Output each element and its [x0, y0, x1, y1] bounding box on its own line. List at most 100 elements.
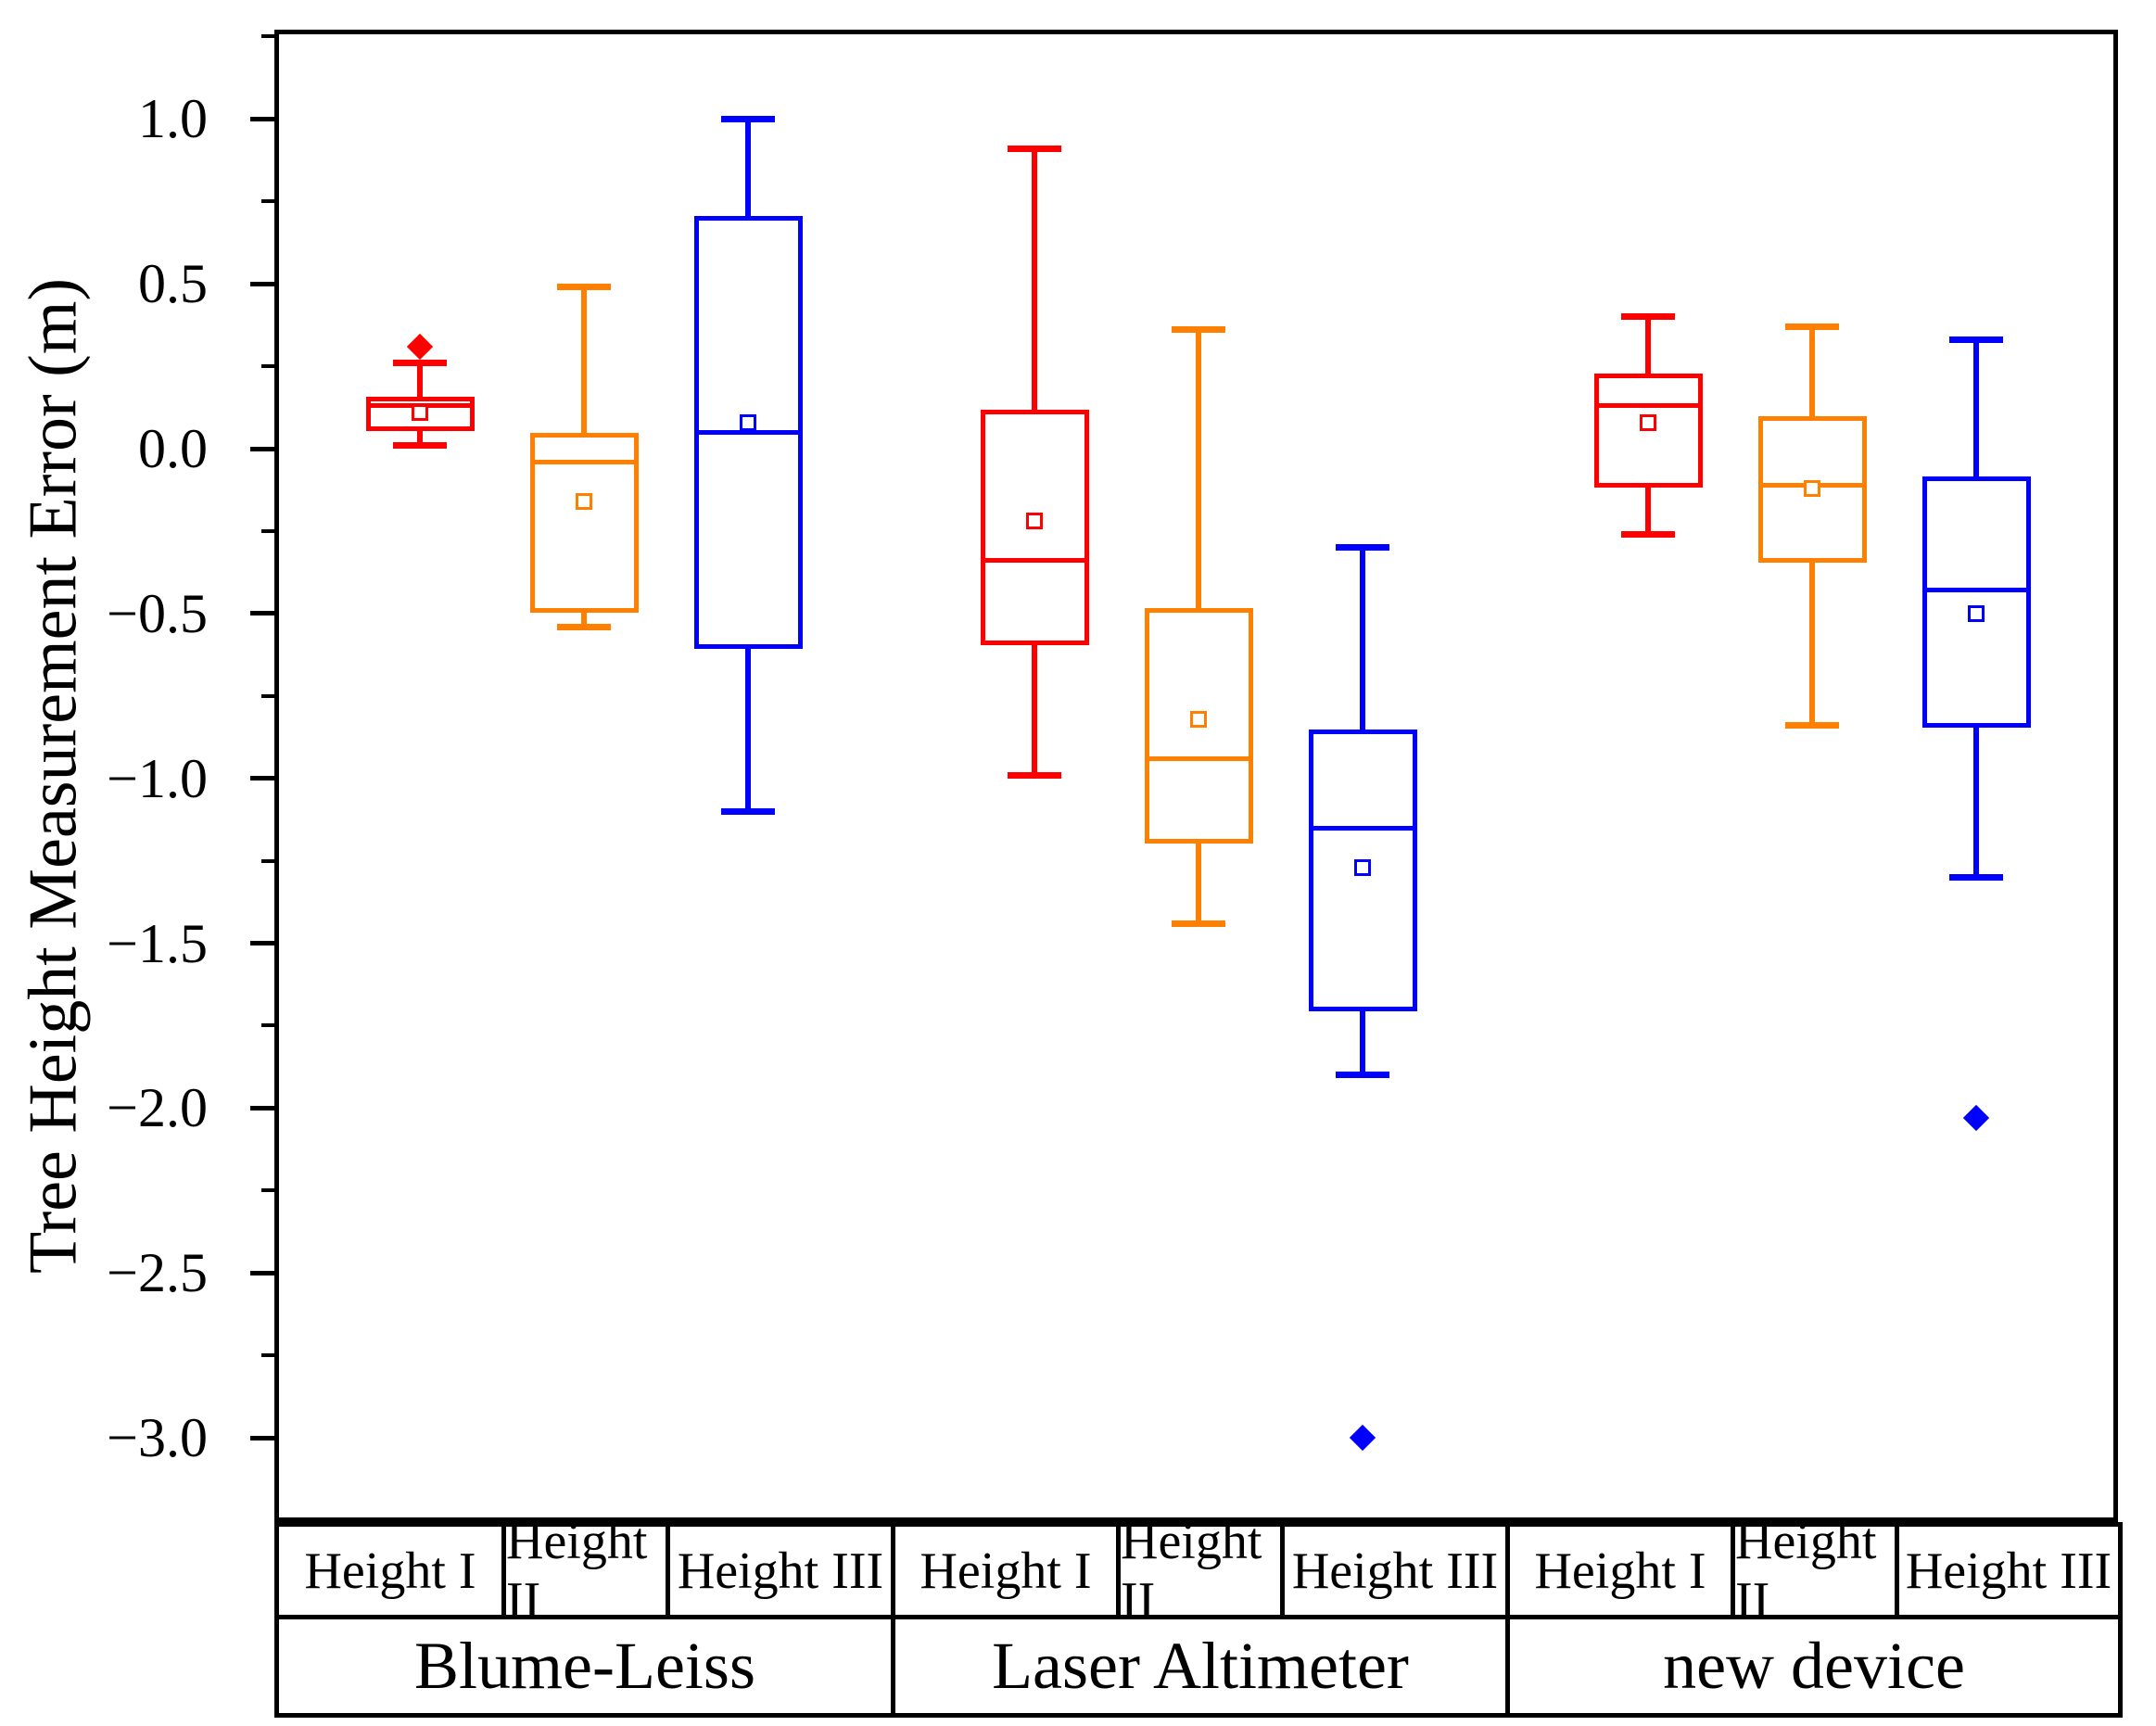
whisker-lower-cap	[1621, 530, 1675, 538]
whisker-upper-stem	[581, 286, 587, 436]
table-cell-height-label: Height I	[1505, 1522, 1735, 1619]
whisker-lower-stem	[1032, 642, 1037, 776]
median-line	[1926, 588, 2026, 593]
y-axis-major-tick	[250, 776, 274, 781]
box-iqr	[980, 410, 1089, 646]
y-axis-minor-tick	[261, 693, 274, 698]
mean-marker	[1804, 479, 1820, 497]
whisker-upper-cap	[557, 284, 611, 291]
whisker-lower-stem	[1973, 725, 1979, 878]
y-axis-tick-label: −2.0	[107, 1077, 208, 1139]
y-axis-minor-tick	[261, 528, 274, 533]
whisker-lower-stem	[417, 428, 423, 446]
whisker-upper-cap	[393, 360, 447, 367]
whisker-upper-stem	[1809, 326, 1815, 419]
y-axis-minor-tick	[261, 1353, 274, 1358]
y-axis-major-tick	[250, 1270, 274, 1275]
whisker-lower-stem	[1645, 485, 1651, 535]
y-axis-minor-tick	[261, 364, 274, 369]
whisker-lower-cap	[1008, 771, 1061, 779]
whisker-lower-stem	[1196, 841, 1201, 924]
box-iqr	[1593, 374, 1703, 488]
whisker-upper-cap	[1336, 544, 1389, 552]
y-axis-minor-tick	[261, 199, 274, 204]
y-axis-tick-label: 0.0	[138, 418, 208, 479]
whisker-upper-cap	[1172, 326, 1225, 334]
mean-marker	[1026, 513, 1043, 530]
y-axis-major-tick	[250, 611, 274, 616]
whisker-upper-cap	[1949, 336, 2003, 344]
whisker-upper-stem	[1032, 148, 1037, 412]
y-axis-major-tick	[250, 1105, 274, 1110]
table-cell-height-label: Height III	[1280, 1522, 1510, 1619]
whisker-lower-stem	[581, 610, 587, 628]
y-axis-tick-label: 0.5	[138, 253, 208, 315]
y-axis-major-tick	[250, 116, 274, 121]
mean-marker	[1968, 604, 1985, 622]
table-cell-height-label: Height III	[666, 1522, 895, 1619]
box-iqr	[365, 397, 475, 432]
y-axis-major-tick	[250, 281, 274, 286]
y-axis-tick-label: −2.5	[107, 1242, 208, 1304]
whisker-upper-cap	[1621, 313, 1675, 321]
y-axis-minor-tick	[261, 858, 274, 863]
box-iqr	[693, 215, 803, 649]
whisker-lower-cap	[393, 441, 447, 449]
outlier-diamond	[1962, 1104, 1990, 1132]
table-cell-group-label: Blume-Leiss	[274, 1615, 895, 1718]
median-line	[534, 459, 634, 464]
whisker-upper-stem	[1973, 339, 1979, 478]
median-line	[698, 429, 798, 435]
whisker-upper-stem	[1645, 316, 1651, 376]
whisker-lower-cap	[1172, 920, 1225, 927]
y-axis-tick-label: −1.5	[107, 912, 208, 974]
table-cell-group-label: new device	[1505, 1615, 2123, 1718]
table-cell-height-label: Height I	[274, 1522, 506, 1619]
outlier-diamond	[406, 333, 434, 360]
whisker-lower-stem	[745, 646, 751, 812]
median-line	[1598, 403, 1698, 409]
mean-marker	[576, 492, 592, 510]
y-axis-tick-label: 1.0	[138, 88, 208, 150]
whisker-lower-cap	[1785, 722, 1839, 730]
y-axis-major-tick	[250, 1435, 274, 1440]
whisker-lower-stem	[1809, 560, 1815, 726]
y-axis-tick-label: −3.0	[107, 1407, 208, 1469]
table-cell-height-label: Height I	[891, 1522, 1121, 1619]
whisker-lower-cap	[557, 623, 611, 630]
whisker-upper-stem	[1196, 329, 1201, 611]
mean-marker	[1640, 413, 1656, 431]
table-cell-group-label: Laser Altimeter	[891, 1615, 1510, 1718]
median-line	[1313, 825, 1413, 831]
whisker-upper-cap	[721, 115, 775, 122]
y-axis-minor-tick	[261, 1188, 274, 1193]
y-axis-tick-label: −0.5	[107, 582, 208, 644]
table-cell-height-label: Height II	[501, 1513, 670, 1630]
whisker-upper-cap	[1785, 323, 1839, 330]
table-cell-height-label: Height III	[1895, 1522, 2123, 1619]
whisker-upper-stem	[1360, 547, 1365, 732]
mean-marker	[740, 413, 756, 431]
table-cell-height-label: Height II	[1116, 1513, 1285, 1630]
y-axis-major-tick	[250, 446, 274, 451]
plot-area	[274, 30, 2118, 1522]
box-iqr	[1308, 730, 1417, 1012]
table-cell-height-label: Height II	[1731, 1513, 1899, 1630]
y-axis-minor-tick	[261, 1023, 274, 1028]
whisker-upper-stem	[745, 119, 751, 218]
whisker-lower-cap	[721, 807, 775, 815]
box-iqr	[529, 433, 639, 613]
box-iqr	[1757, 416, 1867, 564]
mean-marker	[1354, 858, 1371, 876]
y-axis-major-tick	[250, 941, 274, 946]
median-line	[984, 558, 1084, 564]
y-axis-tick-label: −1.0	[107, 747, 208, 809]
whisker-lower-cap	[1949, 873, 2003, 881]
mean-marker	[1190, 710, 1207, 728]
mean-marker	[412, 403, 428, 421]
median-line	[1148, 755, 1249, 761]
box-iqr	[1144, 607, 1253, 844]
whisker-upper-cap	[1008, 145, 1061, 152]
whisker-lower-cap	[1336, 1072, 1389, 1079]
